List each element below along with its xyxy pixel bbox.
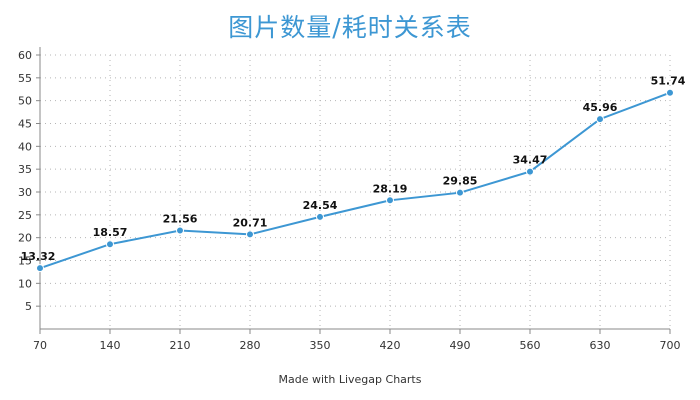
y-tick-label: 15 <box>18 255 32 268</box>
x-tick-label: 70 <box>33 339 47 352</box>
x-tick-label: 630 <box>590 339 611 352</box>
data-point <box>36 264 44 273</box>
y-tick-label: 35 <box>18 163 32 176</box>
x-tick-label: 560 <box>520 339 541 352</box>
x-tick-labels: 70 140 210 280 350 420 490 560 630 700 <box>33 339 681 352</box>
x-tick-label: 350 <box>310 339 331 352</box>
y-tick-label: 10 <box>18 277 32 290</box>
x-tick-label: 490 <box>450 339 471 352</box>
chart-title: 图片数量/耗时关系表 <box>228 13 472 42</box>
y-tick-label: 30 <box>18 186 32 199</box>
y-tick-label: 20 <box>18 232 32 245</box>
y-tick-label: 60 <box>18 49 32 62</box>
grid-lines <box>40 54 671 329</box>
y-tick-label: 5 <box>25 300 32 313</box>
footer-credit: Made with Livegap Charts <box>278 373 422 386</box>
data-point <box>106 240 114 249</box>
data-points <box>36 88 674 273</box>
data-label: 13.32 <box>21 250 56 263</box>
data-label: 28.19 <box>373 182 408 195</box>
data-label: 18.57 <box>93 226 128 239</box>
y-tick-label: 55 <box>18 72 32 85</box>
data-label: 34.47 <box>513 154 548 167</box>
y-tick-label: 50 <box>18 95 32 108</box>
x-tick-label: 140 <box>100 339 121 352</box>
data-label: 51.74 <box>651 75 686 88</box>
data-point <box>526 167 534 176</box>
data-point <box>666 88 674 97</box>
data-label: 24.54 <box>303 199 338 212</box>
data-point <box>456 188 464 197</box>
x-tick-label: 700 <box>660 339 681 352</box>
y-tick-label: 25 <box>18 209 32 222</box>
x-tick-label: 420 <box>380 339 401 352</box>
axes <box>36 47 671 334</box>
data-point <box>246 230 254 239</box>
series-polyline <box>39 91 671 270</box>
data-point <box>176 226 184 235</box>
data-point <box>316 212 324 221</box>
data-label: 20.71 <box>233 216 268 229</box>
y-tick-label: 40 <box>18 140 32 153</box>
data-point <box>386 196 394 205</box>
series-line <box>39 91 671 270</box>
y-tick-label: 45 <box>18 118 32 131</box>
x-tick-label: 280 <box>240 339 261 352</box>
data-label: 45.96 <box>583 101 618 114</box>
data-point <box>596 115 604 124</box>
data-labels: 13.32 18.57 21.56 20.71 24.54 28.19 29.85 34.47… <box>21 75 686 263</box>
y-tick-labels: 5 10 15 20 25 30 35 40 45 50 55 60 <box>18 49 32 313</box>
x-tick-label: 210 <box>170 339 191 352</box>
data-label: 21.56 <box>163 213 198 226</box>
data-label: 29.85 <box>443 175 478 188</box>
